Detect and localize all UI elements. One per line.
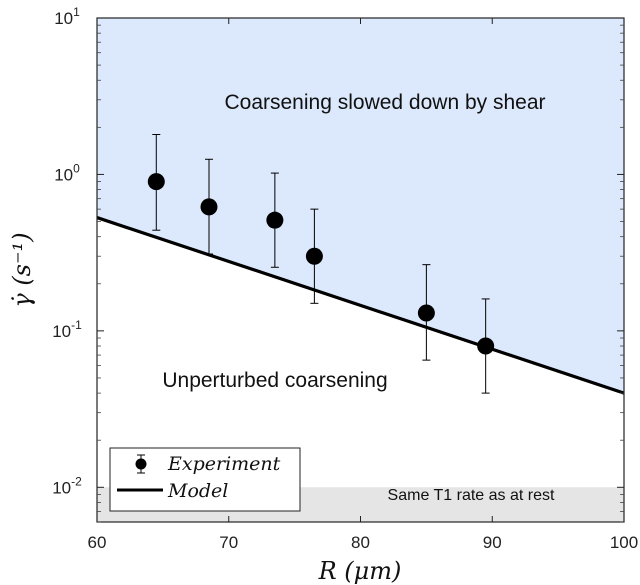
legend-box: [109, 447, 301, 512]
y-tick-label-1: 10-1: [52, 318, 82, 341]
region-shear-slowed: [97, 18, 624, 394]
legend-entry-experiment: Experiment: [167, 453, 281, 475]
x-axis-label: R (μm): [318, 557, 402, 585]
y-axis-label: γ̇ (s⁻¹): [8, 232, 36, 307]
y-tick-label-0: 10-2: [52, 474, 82, 497]
x-tick-label-2: 80: [351, 533, 370, 552]
data-point-1: [200, 198, 218, 216]
y-tick-label-2: 100: [54, 161, 80, 184]
legend-entry-model: Model: [167, 480, 228, 502]
x-tick-label-4: 100: [610, 533, 638, 552]
data-point-5: [477, 337, 495, 355]
data-point-0: [147, 173, 165, 191]
x-tick-label-1: 70: [219, 533, 238, 552]
model-line: [96, 216, 625, 395]
x-tick-label-0: 60: [88, 533, 107, 552]
data-point-4: [417, 304, 435, 322]
region-label-rest: Same T1 rate as at rest: [388, 487, 555, 504]
y-axis-ticks: 10-2 10-1 100 101: [52, 5, 624, 523]
x-tick-label-3: 90: [483, 533, 502, 552]
x-axis-ticks: 60 70 80 90 100: [88, 18, 638, 552]
legend-marker-icon: [135, 458, 147, 470]
data-point-2: [266, 211, 284, 229]
legend: Experiment Model: [109, 447, 301, 512]
experiment-series: [147, 133, 495, 394]
region-label-shear: Coarsening slowed down by shear: [224, 91, 545, 114]
region-label-unperturbed: Unperturbed coarsening: [162, 369, 387, 392]
y-tick-label-3: 101: [54, 5, 80, 28]
data-point-3: [305, 247, 323, 265]
